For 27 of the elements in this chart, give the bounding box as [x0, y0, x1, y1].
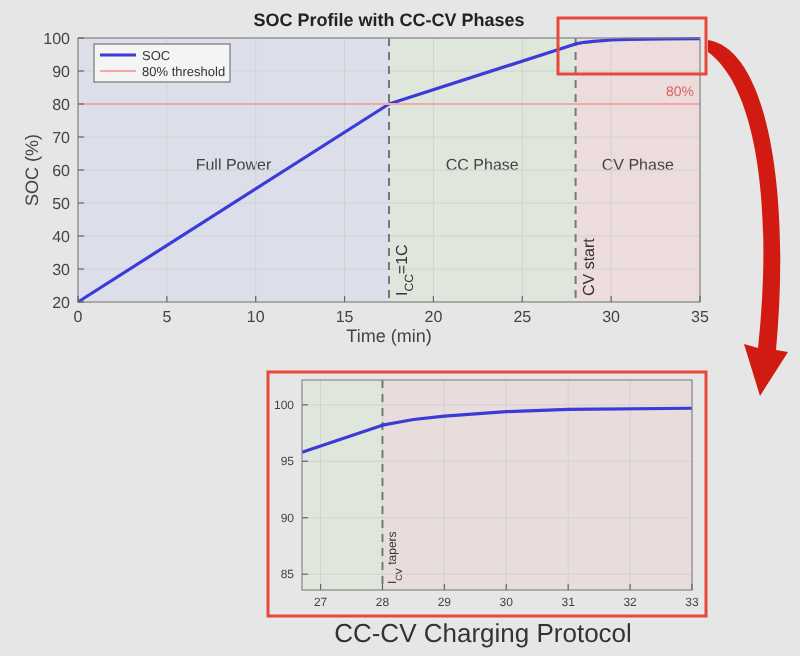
y-axis-title: SOC (%): [22, 133, 42, 206]
ref-line-label: CV start: [579, 236, 598, 296]
y-tick-label: 90: [52, 62, 72, 81]
y-tick-label: 20: [52, 293, 72, 312]
band-label: CC Phase: [445, 156, 520, 174]
band-label: CV Phase: [601, 156, 675, 174]
y-tick-label: 100: [43, 29, 72, 48]
x-tick-label: 25: [513, 308, 533, 326]
y-tick-label: 70: [52, 128, 72, 147]
band-label: Full Power: [195, 156, 272, 174]
x-tick-label: 20: [424, 308, 444, 326]
y-tick-label: 60: [52, 161, 72, 180]
chart-title: SOC Profile with CC-CV Phases: [253, 10, 525, 30]
y-tick-label: 80: [52, 95, 72, 114]
y-tick-label: 30: [52, 260, 72, 279]
x-tick-label: 10: [246, 308, 266, 326]
text: CC-CV Charging Protocol: [334, 618, 633, 648]
x-tick-label: 35: [691, 308, 710, 326]
y-tick-label: 40: [52, 227, 72, 246]
y-tick-label: 50: [52, 194, 72, 213]
x-tick-label: 15: [335, 308, 355, 326]
x-tick-label: 5: [162, 308, 173, 326]
x-tick-label: 30: [602, 308, 622, 326]
x-axis-title: Time (min): [346, 326, 432, 346]
x-tick-label: 0: [73, 308, 84, 326]
line-series: [300, 406, 694, 454]
line-series: [76, 37, 702, 304]
